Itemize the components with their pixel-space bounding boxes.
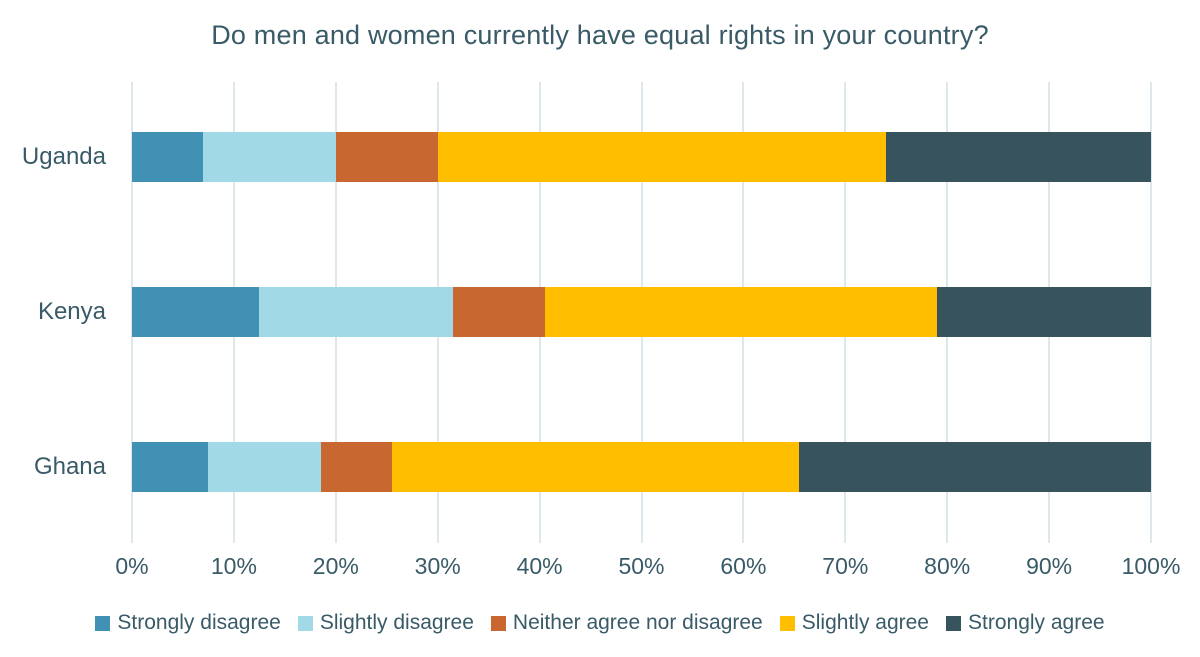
bar-segment-kenya-neither-agree-nor-disagree bbox=[452, 287, 545, 337]
bar-row-uganda bbox=[132, 132, 1151, 182]
x-axis: 0% 10% 20% 30% 40% 50% 60% 70% 80% 90% 100% bbox=[115, 553, 1180, 583]
x-tick-label-30: 30% bbox=[414, 553, 461, 579]
x-tick-label-10: 10% bbox=[210, 553, 257, 579]
legend-label: Strongly disagree bbox=[117, 611, 281, 634]
bar-row-kenya bbox=[132, 287, 1151, 337]
x-tick-label-60: 60% bbox=[720, 553, 767, 579]
plot-area bbox=[131, 82, 1152, 543]
legend-item-neither-agree-nor-disagree: Neither agree nor disagree bbox=[490, 611, 763, 635]
category-label-kenya: Kenya bbox=[37, 298, 106, 325]
x-tick-label-100: 100% bbox=[1121, 553, 1181, 579]
bar-segment-kenya-strongly-agree bbox=[937, 287, 1151, 337]
legend-item-strongly-agree: Strongly agree bbox=[946, 611, 1105, 635]
x-tick-label-80: 80% bbox=[924, 553, 971, 579]
bar-segment-kenya-strongly-disagree bbox=[132, 287, 260, 337]
gridline-100 bbox=[1150, 82, 1152, 543]
bar-segment-ghana-slightly-agree bbox=[391, 442, 800, 492]
category-label-uganda: Uganda bbox=[21, 143, 106, 170]
bar-row-ghana bbox=[132, 442, 1151, 492]
x-tick-label-90: 90% bbox=[1026, 553, 1073, 579]
category-label-ghana: Ghana bbox=[33, 453, 106, 480]
legend-swatch-icon bbox=[490, 615, 506, 631]
x-tick-label-20: 20% bbox=[312, 553, 359, 579]
legend-swatch-icon bbox=[95, 615, 111, 631]
bar-segment-ghana-neither-agree-nor-disagree bbox=[320, 442, 392, 492]
legend-swatch-icon bbox=[946, 615, 961, 631]
legend-swatch-icon bbox=[297, 615, 313, 631]
legend-label: Strongly agree bbox=[968, 611, 1105, 634]
bar-segment-ghana-slightly-disagree bbox=[208, 442, 321, 492]
x-tick-label-50: 50% bbox=[618, 553, 665, 579]
legend-label: Neither agree nor disagree bbox=[512, 611, 763, 634]
bar-segment-uganda-strongly-agree bbox=[886, 132, 1151, 182]
legend-item-slightly-disagree: Slightly disagree bbox=[297, 611, 474, 635]
legend-label: Slightly disagree bbox=[319, 611, 474, 634]
legend-item-strongly-disagree: Strongly disagree bbox=[95, 611, 281, 635]
bar-segment-uganda-slightly-agree bbox=[437, 132, 887, 182]
legend-swatch-icon bbox=[779, 615, 795, 631]
bar-segment-kenya-slightly-agree bbox=[544, 287, 937, 337]
x-tick-label-70: 70% bbox=[822, 553, 869, 579]
bar-segment-ghana-strongly-disagree bbox=[132, 442, 209, 492]
x-tick-label-40: 40% bbox=[516, 553, 563, 579]
legend-item-slightly-agree: Slightly agree bbox=[779, 611, 929, 635]
bar-segment-uganda-slightly-disagree bbox=[203, 132, 336, 182]
bar-segment-ghana-strongly-agree bbox=[799, 442, 1151, 492]
bar-segment-uganda-neither-agree-nor-disagree bbox=[335, 132, 438, 182]
bar-segment-uganda-strongly-disagree bbox=[132, 132, 204, 182]
category-labels: Uganda Kenya Ghana bbox=[0, 82, 106, 543]
x-tick-label-0: 0% bbox=[115, 553, 149, 579]
chart-title: Do men and women currently have equal ri… bbox=[211, 20, 989, 50]
legend: Strongly disagree Slightly disagree Neithe… bbox=[0, 611, 1200, 635]
legend-label: Slightly agree bbox=[801, 611, 929, 634]
bar-segment-kenya-slightly-disagree bbox=[259, 287, 453, 337]
